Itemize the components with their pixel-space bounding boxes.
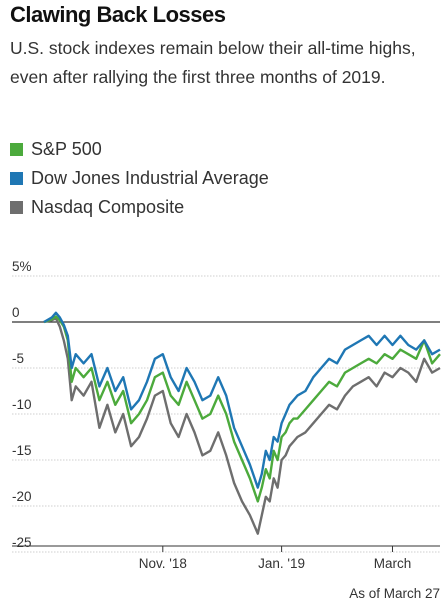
series-line-nasdaq-composite xyxy=(43,317,441,535)
y-tick-label: -20 xyxy=(12,489,32,504)
y-tick-label: -15 xyxy=(12,443,32,458)
legend-item-nasdaq: Nasdaq Composite xyxy=(10,193,269,222)
y-tick-label: -5 xyxy=(12,351,24,366)
legend-item-dow: Dow Jones Industrial Average xyxy=(10,164,269,193)
series-line-dow-jones-industrial-average xyxy=(43,311,441,489)
legend: S&P 500 Dow Jones Industrial Average Nas… xyxy=(10,135,269,222)
x-tick-label: Nov. '18 xyxy=(139,556,187,571)
x-tick-label: March xyxy=(374,556,412,571)
legend-label-nasdaq: Nasdaq Composite xyxy=(31,197,185,217)
series-lines xyxy=(43,311,441,535)
chart-subtitle: U.S. stock indexes remain below their al… xyxy=(10,38,416,87)
y-tick-label: 0 xyxy=(12,305,20,320)
legend-swatch-nasdaq xyxy=(10,201,23,214)
legend-item-sp500: S&P 500 xyxy=(10,135,269,164)
legend-swatch-sp500 xyxy=(10,143,23,156)
as-of-note: As of March 27 xyxy=(349,586,440,601)
x-tick-label: Jan. '19 xyxy=(258,556,305,571)
x-axis: Nov. '18 Jan. '19 March xyxy=(12,545,440,571)
y-tick-label: -25 xyxy=(12,535,32,550)
y-tick-label: 5% xyxy=(12,259,32,274)
legend-swatch-dow xyxy=(10,172,23,185)
series-line-s-p-500 xyxy=(43,315,441,503)
legend-label-sp500: S&P 500 xyxy=(31,139,102,159)
y-tick-label: -10 xyxy=(12,397,32,412)
legend-label-dow: Dow Jones Industrial Average xyxy=(31,168,269,188)
chart-title: Clawing Back Losses xyxy=(10,2,226,27)
